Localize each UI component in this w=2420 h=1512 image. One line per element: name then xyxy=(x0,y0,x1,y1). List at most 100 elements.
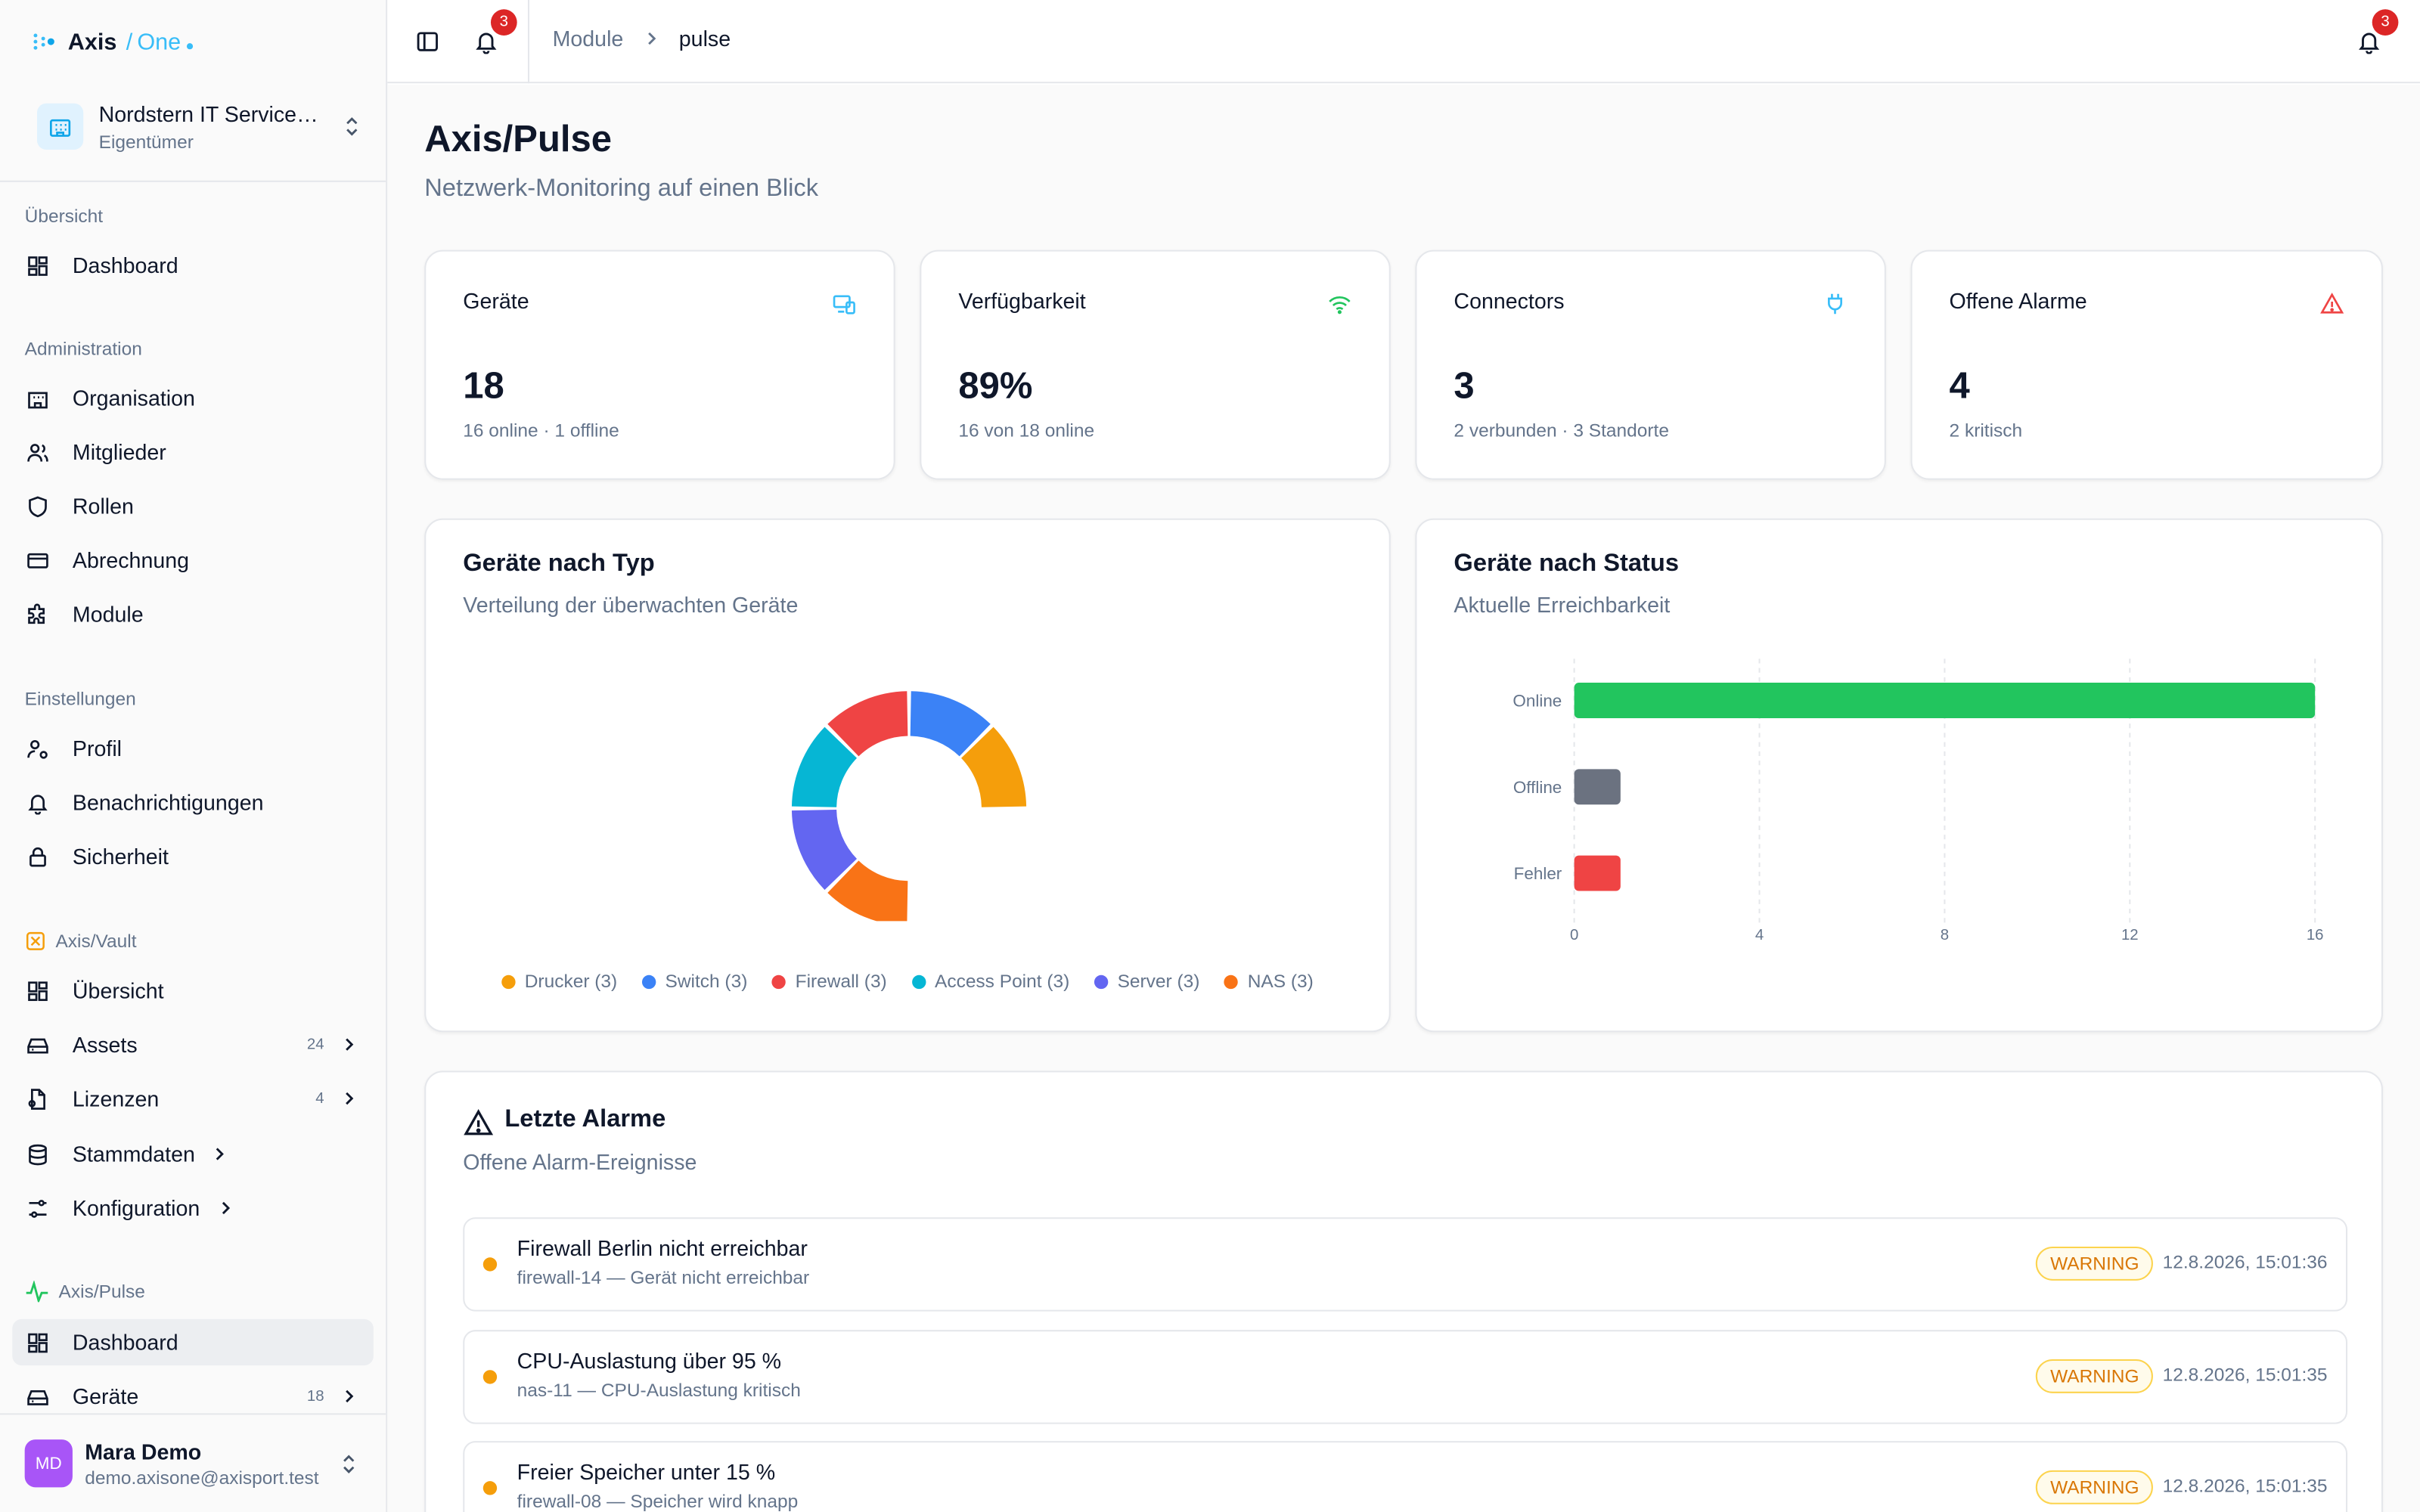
user-menu[interactable]: MD Mara Demo demo.axisone@axisport.test xyxy=(0,1413,386,1512)
legend-item[interactable]: Switch (3) xyxy=(641,971,747,992)
legend-swatch xyxy=(911,974,926,989)
brand-name: Axis xyxy=(67,28,117,55)
breadcrumb-item[interactable]: Module xyxy=(552,26,624,51)
donut-slice-drucker[interactable] xyxy=(961,727,1027,807)
sidebar-item-assets[interactable]: Assets 24 xyxy=(12,1021,374,1067)
stat-label: Verfügbarkeit xyxy=(958,288,1086,314)
stat-label: Connectors xyxy=(1454,288,1565,314)
brand-logo[interactable]: Axis / One xyxy=(31,25,194,59)
sidebar-item-label: Mitglieder xyxy=(72,439,166,465)
y-tick-label: Online xyxy=(1512,692,1562,711)
alarm-row[interactable]: Firewall Berlin nicht erreichbar firewal… xyxy=(463,1217,2348,1312)
sidebar-item-masterdata[interactable]: Stammdaten xyxy=(12,1131,374,1177)
sidebar-item-roles[interactable]: Rollen xyxy=(12,483,374,529)
building-icon xyxy=(25,386,50,411)
sidebar-toggle-button[interactable] xyxy=(409,23,446,60)
notifications-button[interactable] xyxy=(467,23,504,60)
sidebar-item-notifications[interactable]: Benachrichtigungen xyxy=(12,779,374,826)
chevron-up-down-icon xyxy=(343,1454,355,1473)
section-overview: Übersicht xyxy=(24,205,104,227)
puzzle-icon xyxy=(25,602,50,627)
warning-icon xyxy=(2320,293,2344,314)
chart-title: Geräte nach Status xyxy=(1454,550,1680,578)
sidebar-item-label: Konfiguration xyxy=(72,1195,200,1221)
sidebar-item-configuration[interactable]: Konfiguration xyxy=(12,1185,374,1231)
sidebar-item-pulse-dashboard[interactable]: Dashboard xyxy=(12,1318,374,1366)
breadcrumb: Module pulse xyxy=(553,26,731,51)
sidebar-item-members[interactable]: Mitglieder xyxy=(12,429,374,475)
donut-slice-access-point[interactable] xyxy=(791,727,858,807)
section-administration: Administration xyxy=(24,337,142,360)
bell-icon xyxy=(25,790,50,815)
notification-badge: 3 xyxy=(490,9,517,36)
sidebar-item-security[interactable]: Sicherheit xyxy=(12,833,374,879)
stat-sub: 16 online · 1 offline xyxy=(463,420,619,442)
sidebar-item-label: Übersicht xyxy=(72,978,164,1003)
notifications-button-right[interactable] xyxy=(2350,23,2387,60)
breadcrumb-current: pulse xyxy=(678,26,731,51)
chart-title: Geräte nach Typ xyxy=(463,550,655,578)
stat-sub: 2 verbunden · 3 Standorte xyxy=(1454,420,1669,442)
sidebar-item-label: Benachrichtigungen xyxy=(72,789,264,815)
chart-card-device-status: Geräte nach Status Aktuelle Erreichbarke… xyxy=(1415,518,2383,1033)
pulse-icon xyxy=(26,1280,48,1303)
section-pulse: Axis/Pulse xyxy=(25,1280,145,1303)
sidebar-item-profile[interactable]: Profil xyxy=(12,725,374,771)
sidebar-item-dashboard[interactable]: Dashboard xyxy=(12,242,374,288)
x-tick-label: 12 xyxy=(2121,927,2139,943)
chart-card-device-types: Geräte nach Typ Verteilung der überwacht… xyxy=(424,518,1391,1033)
sidebar-item-label: Organisation xyxy=(72,386,195,411)
legend-item[interactable]: Firewall (3) xyxy=(772,970,887,993)
sidebar-item-label: Dashboard xyxy=(72,1330,178,1355)
sidebar-item-devices[interactable]: Geräte 18 xyxy=(12,1373,374,1419)
alarm-status-dot xyxy=(482,1257,498,1272)
topbar-separator xyxy=(527,0,529,84)
sidebar-item-licenses[interactable]: Lizenzen 4 xyxy=(12,1075,374,1121)
alarm-row[interactable]: Freier Speicher unter 15 % firewall-08 —… xyxy=(463,1441,2348,1512)
alarms-title: Letzte Alarme xyxy=(504,1106,666,1132)
brand-separator: / xyxy=(126,28,133,55)
user-cog-icon xyxy=(25,736,50,761)
alarm-detail: firewall-08 — Speicher wird knapp xyxy=(517,1490,799,1512)
donut-slice-server[interactable] xyxy=(791,810,858,891)
bar-offline[interactable] xyxy=(1574,769,1621,805)
stat-card-devices: Geräte 18 16 online · 1 offline xyxy=(424,249,895,480)
bell-icon xyxy=(476,33,497,54)
donut-slice-firewall[interactable] xyxy=(827,691,908,757)
sidebar-item-label: Stammdaten xyxy=(72,1142,195,1167)
alarm-title: Firewall Berlin nicht erreichbar xyxy=(517,1235,808,1261)
sidebar-item-label: Lizenzen xyxy=(72,1086,160,1111)
sidebar-item-vault-overview[interactable]: Übersicht xyxy=(12,968,374,1014)
chevron-right-icon xyxy=(647,32,656,45)
bar-online[interactable] xyxy=(1574,683,2316,718)
legend-swatch xyxy=(641,974,656,989)
alarms-subtitle: Offene Alarm-Ereignisse xyxy=(463,1149,697,1175)
database-icon xyxy=(25,1142,50,1167)
legend-item[interactable]: Drucker (3) xyxy=(501,971,617,992)
legend-item[interactable]: Access Point (3) xyxy=(911,971,1069,992)
legend-item[interactable]: Server (3) xyxy=(1094,971,1199,992)
alarm-status-dot xyxy=(482,1481,498,1495)
chevron-right-icon xyxy=(346,1092,354,1105)
org-switcher[interactable]: Nordstern IT Service… Eigentümer xyxy=(25,89,365,163)
legend-item[interactable]: NAS (3) xyxy=(1224,971,1314,992)
donut-chart xyxy=(791,691,1027,922)
x-tick-label: 16 xyxy=(2307,927,2324,943)
legend-label: Firewall (3) xyxy=(795,970,887,993)
stat-value: 3 xyxy=(1454,365,1475,407)
sidebar-item-modules[interactable]: Module xyxy=(12,591,374,637)
sidebar-item-billing[interactable]: Abrechnung xyxy=(12,537,374,583)
chevron-right-icon xyxy=(346,1038,354,1051)
brand-product: One xyxy=(137,28,182,55)
severity-badge: WARNING xyxy=(2036,1246,2153,1281)
donut-slice-nas[interactable] xyxy=(827,860,908,922)
grid-icon xyxy=(25,253,50,278)
donut-slice-switch[interactable] xyxy=(910,691,991,757)
sidebar-item-organisation[interactable]: Organisation xyxy=(12,375,374,421)
main-content: Axis/Pulse Netzwerk-Monitoring auf einen… xyxy=(387,85,2420,1512)
alarm-row[interactable]: CPU-Auslastung über 95 % nas-11 — CPU-Au… xyxy=(463,1330,2348,1424)
avatar: MD xyxy=(24,1439,73,1488)
x-tick-label: 4 xyxy=(1755,927,1764,943)
bar-fehler[interactable] xyxy=(1574,855,1621,891)
hard-drive-icon xyxy=(25,1384,50,1409)
